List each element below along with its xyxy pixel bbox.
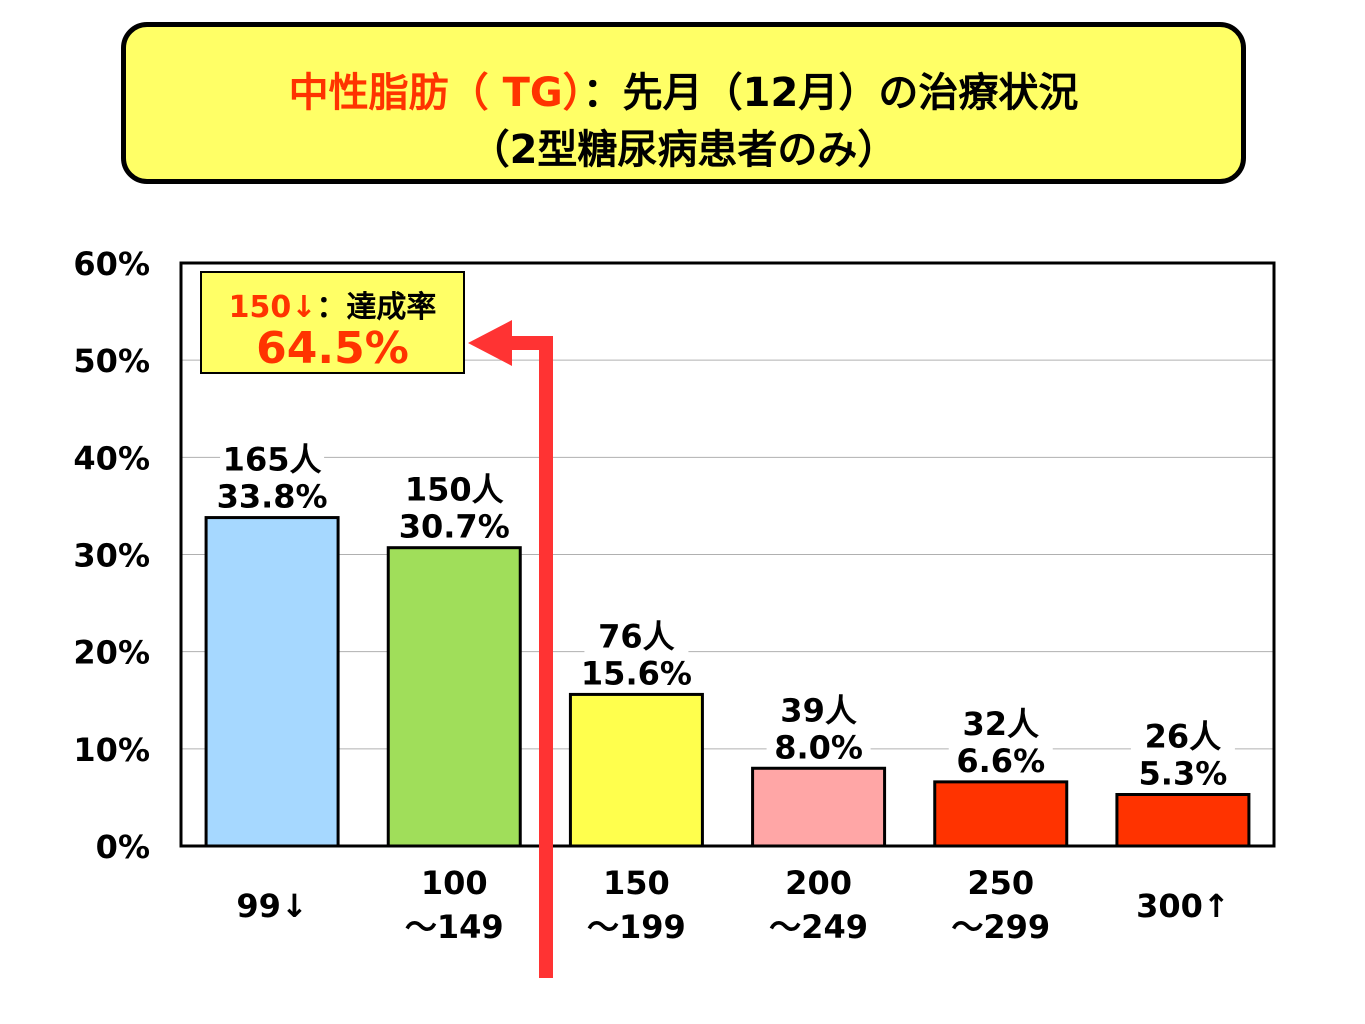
data-label-bg: [584, 618, 689, 689]
bar: [1115, 793, 1251, 848]
y-tick-label: 30%: [73, 537, 150, 575]
arrow-head: [468, 320, 512, 366]
bar-percent-label: 8.0%: [774, 728, 863, 766]
bar-count-label: 76人: [598, 617, 675, 655]
y-tick-label: 60%: [73, 245, 150, 283]
x-tick-label: ～199: [587, 908, 686, 946]
plot-frame: [179, 261, 1276, 848]
y-tick-label: 50%: [73, 342, 150, 380]
callout-value: 64.5%: [256, 323, 409, 374]
bar-count-label: 150人: [405, 471, 504, 509]
x-tick-label: 200: [785, 864, 852, 902]
bar-percent-label: 6.6%: [956, 742, 1045, 780]
x-tick-label: 300↑: [1136, 887, 1230, 925]
title-box: 中性脂肪（ TG）：先月（12月）の治療状況 （2型糖尿病患者のみ）: [121, 22, 1246, 184]
y-tick-label: 20%: [73, 634, 150, 672]
x-tick-label: ～149: [405, 908, 504, 946]
callout-label: 150↓：達成率: [202, 282, 463, 326]
x-tick-label: 99↓: [236, 887, 307, 925]
title-line-2: （2型糖尿病患者のみ）: [469, 127, 898, 173]
y-tick-label: 10%: [73, 731, 150, 769]
bar-percent-label: 33.8%: [217, 478, 328, 516]
bar: [386, 546, 522, 848]
title-line-1: 中性脂肪（ TG）：先月（12月）の治療状況: [126, 60, 1241, 118]
data-label-bg: [402, 471, 507, 542]
bar: [933, 780, 1069, 848]
x-tick-label: 150: [603, 864, 670, 902]
bar-percent-label: 5.3%: [1139, 755, 1228, 793]
achievement-callout: 150↓：達成率 64.5%: [200, 271, 465, 374]
x-tick-label: 100: [421, 864, 488, 902]
bar-count-label: 26人: [1145, 718, 1222, 756]
bar-count-label: 32人: [962, 705, 1039, 743]
bar: [751, 766, 887, 848]
callout-text: ：達成率: [316, 290, 437, 325]
bar-count-label: 39人: [780, 691, 857, 729]
y-tick-label: 40%: [73, 439, 150, 477]
bar: [204, 516, 340, 848]
bar-percent-label: 30.7%: [399, 508, 510, 546]
x-tick-label: ～249: [769, 908, 868, 946]
bar: [568, 692, 704, 848]
title-highlight: 中性脂肪（ TG）: [288, 70, 583, 116]
data-label-bg: [948, 705, 1053, 776]
x-tick-label: ～299: [951, 908, 1050, 946]
title-rest: ：先月（12月）の治療状況: [582, 70, 1079, 116]
bar-percent-label: 15.6%: [581, 654, 692, 692]
callout-threshold: 150↓: [228, 290, 317, 325]
data-label-bg: [1130, 718, 1235, 789]
x-tick-label: 250: [967, 864, 1034, 902]
y-tick-label: 0%: [96, 828, 150, 866]
data-label-bg: [766, 692, 871, 763]
data-label-bg: [220, 441, 325, 512]
bar-count-label: 165人: [223, 441, 322, 479]
